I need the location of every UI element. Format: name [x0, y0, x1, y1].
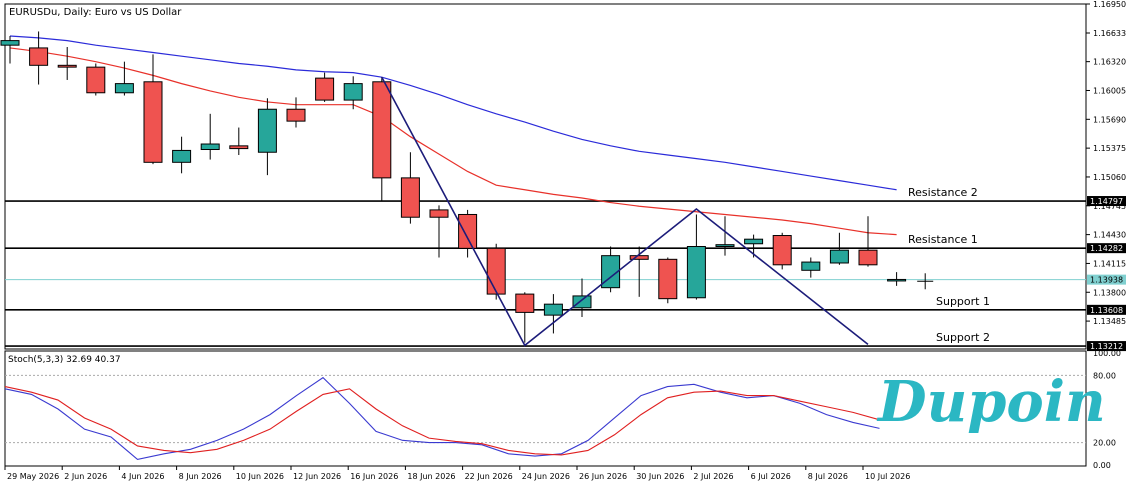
dupoin-logo: Dupoin — [876, 369, 1106, 435]
candle-body — [772, 235, 792, 266]
candle-body — [143, 81, 163, 163]
candle-body — [343, 83, 363, 101]
candle-body — [257, 108, 277, 153]
candle-body — [686, 246, 706, 299]
x-tick-label: 18 Jun 2026 — [407, 472, 455, 481]
candle-body — [114, 83, 134, 94]
price-layer: 1.16950 1.16633 1.16320 1.16005 1.15690 1.153… — [0, 0, 1126, 481]
y-tick-label: 1.14115 — [1093, 259, 1126, 268]
price-tag — [1087, 341, 1126, 352]
candle-body — [400, 177, 420, 218]
price-tag-label: 1.13212 — [1090, 342, 1123, 351]
main-panel-frame — [4, 3, 1087, 350]
candle-body — [200, 143, 220, 151]
stoch-scale-label: 0.00 — [1093, 461, 1111, 470]
stoch-panel-frame — [4, 350, 1087, 467]
x-tick-label: 12 Jun 2026 — [293, 472, 341, 481]
stoch-scale-label: 20.00 — [1093, 439, 1116, 448]
y-tick-label: 1.13800 — [1093, 288, 1126, 297]
price-tag-label: 1.13938 — [1090, 276, 1123, 285]
x-tick-label: 29 May 2026 — [7, 472, 59, 481]
candle-body — [572, 295, 592, 309]
x-tick-label: 4 Jun 2026 — [121, 472, 164, 481]
stoch-scale-label: 80.00 — [1093, 371, 1116, 380]
candle-body — [715, 244, 735, 248]
candle-body — [286, 108, 306, 122]
level-label: Resistance 2 — [908, 186, 978, 199]
candle-body — [658, 258, 678, 300]
stoch-scale-label: 100.00 — [1093, 349, 1121, 358]
candle-body — [57, 64, 77, 68]
x-tick-label: 10 Jul 2026 — [865, 472, 910, 481]
x-tick-label: 8 Jun 2026 — [179, 472, 222, 481]
price-tag-label: 1.14282 — [1090, 244, 1123, 253]
x-tick-label: 16 Jun 2026 — [350, 472, 398, 481]
price-tag — [1087, 196, 1126, 207]
price-tag-label: 1.13608 — [1090, 306, 1123, 315]
level-label: Support 2 — [936, 331, 990, 344]
stoch-d-line — [4, 386, 880, 456]
x-tick-label: 26 Jun 2026 — [579, 472, 627, 481]
y-tick-label: 1.15060 — [1093, 173, 1126, 182]
y-tick-label: 1.16005 — [1093, 86, 1126, 95]
y-tick-label: 1.14745 — [1093, 202, 1126, 211]
candle-body — [86, 66, 106, 94]
y-tick-label: 1.16320 — [1093, 58, 1126, 67]
stoch-k-line — [4, 376, 880, 460]
price-tag — [1087, 274, 1126, 285]
stoch-layer: 100.00 80.00 20.00 0.00 — [4, 349, 1121, 470]
candle-body — [801, 261, 821, 271]
candle-body — [486, 247, 506, 295]
candle-body — [515, 293, 535, 313]
y-tick-label: 1.16950 — [1093, 0, 1126, 9]
candle-body — [858, 249, 878, 266]
y-tick-label: 1.16633 — [1093, 29, 1126, 38]
stoch-label: Stoch(5,3,3) 32.69 40.37 — [8, 355, 121, 365]
candle-body — [229, 145, 249, 150]
level-label: Support 1 — [936, 295, 990, 308]
candle-body — [429, 209, 449, 218]
candle-body — [29, 47, 49, 66]
candle-body — [458, 213, 478, 249]
candle-body — [601, 255, 621, 289]
price-tag-label: 1.14797 — [1090, 197, 1123, 206]
chart-title: EURUSDu, Daily: Euro vs US Dollar — [9, 7, 182, 18]
y-tick-label: 1.13485 — [1093, 317, 1126, 326]
x-tick-label: 10 Jun 2026 — [236, 472, 284, 481]
level-label: Resistance 1 — [908, 233, 978, 246]
ma-fast-line — [9, 47, 897, 236]
candle-body — [829, 249, 849, 264]
candle-body — [744, 238, 764, 245]
ma-slow-line — [9, 35, 897, 191]
x-tick-label: 8 Jul 2026 — [808, 472, 848, 481]
x-tick-label: 24 Jun 2026 — [522, 472, 570, 481]
x-tick-label: 2 Jun 2026 — [64, 472, 107, 481]
zigzag-line — [381, 76, 869, 347]
candle-body — [172, 149, 192, 163]
y-tick-label: 1.14430 — [1093, 231, 1126, 240]
candle-body — [0, 40, 20, 46]
x-tick-label: 22 Jun 2026 — [465, 472, 513, 481]
x-tick-label: 30 Jun 2026 — [636, 472, 684, 481]
candle-body — [887, 278, 907, 282]
x-tick-label: 2 Jul 2026 — [693, 472, 733, 481]
candle-body — [372, 81, 392, 179]
candle-body — [315, 77, 335, 101]
x-tick-label: 6 Jul 2026 — [751, 472, 791, 481]
price-tag — [1087, 243, 1126, 254]
price-tag — [1087, 304, 1126, 315]
y-tick-label: 1.15690 — [1093, 115, 1126, 124]
candle-body — [543, 303, 563, 316]
y-tick-label: 1.15375 — [1093, 144, 1126, 153]
candle-body — [629, 255, 649, 260]
